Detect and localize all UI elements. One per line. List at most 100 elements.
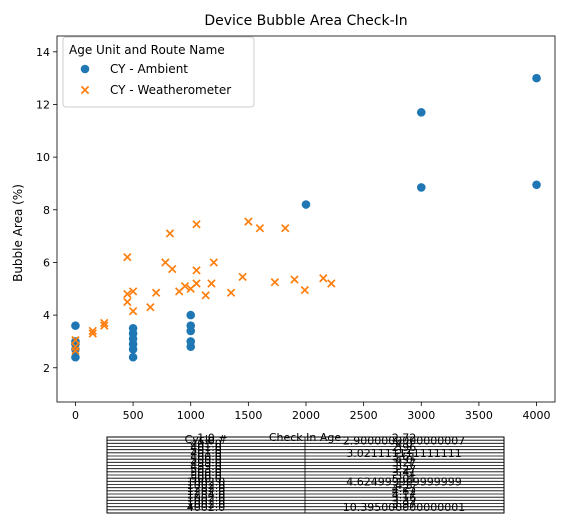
- data-point-weatherometer: [201, 291, 210, 300]
- legend-entry-label: CY - Ambient: [110, 62, 188, 76]
- table-cell-cycle: 499.0: [190, 460, 222, 473]
- table-cell-age: 4.0: [395, 438, 413, 451]
- data-point-weatherometer: [226, 288, 236, 297]
- table-cell-cycle: 500.0: [190, 454, 222, 467]
- data-point-weatherometer: [327, 279, 336, 288]
- data-point-weatherometer: [209, 258, 218, 267]
- x-marker-stroke: [319, 274, 328, 283]
- data-point-weatherometer: [88, 326, 97, 336]
- data-point-weatherometer: [192, 266, 201, 275]
- x-marker-stroke: [255, 224, 265, 233]
- y-axis-label: Bubble Area (%): [11, 184, 25, 282]
- table-cell-cycle: 499.0: [190, 457, 222, 470]
- table-cell-age: 4.0: [395, 454, 413, 467]
- table-cell-cycle: 500.0: [190, 469, 222, 482]
- data-point-ambient: [186, 337, 196, 346]
- data-point-weatherometer: [88, 329, 97, 338]
- table-cell-age: 4.17: [392, 488, 417, 501]
- table-cell-age: 4.5: [395, 479, 413, 492]
- x-marker-stroke: [123, 289, 132, 299]
- x-marker-stroke: [151, 288, 161, 297]
- x-marker-stroke: [238, 272, 247, 282]
- table-cell-age: 3.61: [392, 450, 417, 463]
- data-point-ambient: [416, 183, 426, 192]
- data-point-weatherometer: [207, 279, 216, 288]
- table-cell-cycle: 501.0: [190, 444, 222, 457]
- table-cell-cycle: 503.0: [190, 463, 222, 476]
- x-marker-stroke: [128, 287, 138, 296]
- data-point-weatherometer: [168, 264, 177, 274]
- x-marker-stroke: [281, 224, 290, 233]
- data-point-ambient: [128, 352, 138, 362]
- data-point-weatherometer: [128, 306, 138, 316]
- table-cell-age: 3.27: [392, 457, 417, 470]
- x-tick-label: 500: [123, 409, 144, 422]
- data-point-weatherometer: [161, 258, 170, 267]
- data-point-ambient: [186, 321, 196, 330]
- table-cell-age: 3.2: [395, 444, 413, 457]
- table-cell-cycle: 1002.0: [187, 495, 226, 508]
- data-point-weatherometer: [238, 272, 247, 282]
- table-cell-cycle: 1.0: [197, 435, 215, 448]
- table-cell-age: 3.97: [392, 498, 417, 511]
- data-point-weatherometer: [270, 277, 280, 287]
- x-marker-stroke: [300, 285, 310, 295]
- data-point-weatherometer: [319, 274, 328, 283]
- table-cell-cycle: 1002.0: [187, 479, 226, 492]
- table-cell-age: 4.624999999999999: [346, 476, 461, 489]
- data-point-weatherometer: [128, 287, 138, 296]
- table-cell-age: 3.16: [392, 492, 417, 505]
- table-cell-age: 3.32: [392, 495, 417, 508]
- x-marker-stroke: [100, 321, 109, 330]
- plot-area: 0 500 1000 1500 2000 2500 3000 3500 4000 2 4 6 8 10 12…: [36, 35, 556, 422]
- data-point-weatherometer: [123, 297, 132, 307]
- data-table: Cycle # Check In Age 4002.0 10.395000000000…: [106, 431, 505, 514]
- x-tick-label: 1500: [234, 409, 262, 422]
- data-point-ambient: [71, 321, 80, 330]
- legend-title: Age Unit and Route Name: [69, 43, 225, 57]
- data-point-ambient: [128, 323, 138, 333]
- table-cell-cycle: 1284.0: [187, 488, 226, 501]
- x-tick-label: 3500: [465, 409, 493, 422]
- data-point-ambient: [301, 200, 311, 209]
- data-point-weatherometer: [123, 289, 132, 299]
- legend-marker-x: [80, 85, 90, 95]
- table-cell-cycle: 401.0: [190, 438, 222, 451]
- legend: Age Unit and Route Name CY - Ambient CY - …: [62, 36, 255, 108]
- table-cell-age: 4.27: [392, 482, 417, 495]
- data-point-weatherometer: [123, 252, 132, 262]
- table-cell-age: 2.72: [392, 431, 417, 444]
- x-axis-label: Check In Age: [269, 431, 342, 444]
- table-cell-age: 3.021111111111111: [346, 447, 461, 460]
- data-point-ambient: [186, 310, 196, 320]
- table-cell-cycle: 1002.0: [187, 492, 226, 505]
- x-marker-stroke: [123, 252, 132, 262]
- table-cell-age: 3.3: [395, 460, 413, 473]
- table-cell-cycle: 1.0: [197, 431, 215, 444]
- table-cell-cycle: 500.0: [190, 473, 222, 486]
- x-marker-stroke: [192, 266, 201, 275]
- table-cell-age: 3.9: [395, 469, 413, 482]
- y-tick-label: 10: [36, 151, 50, 164]
- data-point-weatherometer: [180, 281, 190, 291]
- x-marker-stroke: [123, 297, 132, 307]
- table-cell-age: 2.96: [392, 441, 417, 454]
- y-tick-label: 12: [36, 98, 50, 111]
- x-marker-stroke: [192, 279, 201, 288]
- table-cell-cycle: 500.0: [190, 466, 222, 479]
- table-cell-cycle: 401.0: [190, 447, 222, 460]
- x-tick-label: 2000: [292, 409, 320, 422]
- data-point-weatherometer: [100, 318, 109, 328]
- x-marker-stroke: [290, 275, 299, 284]
- x-tick-label: 0: [72, 409, 79, 422]
- legend-entry-label: CY - Weatherometer: [110, 83, 231, 97]
- x-marker-stroke: [165, 229, 175, 238]
- x-marker-stroke: [168, 264, 177, 274]
- x-marker-stroke: [201, 291, 210, 300]
- data-point-ambient: [416, 108, 426, 117]
- x-marker-stroke: [207, 279, 216, 288]
- legend-marker-circle: [80, 64, 90, 74]
- data-point-weatherometer: [290, 275, 299, 284]
- x-tick-label: 2500: [350, 409, 378, 422]
